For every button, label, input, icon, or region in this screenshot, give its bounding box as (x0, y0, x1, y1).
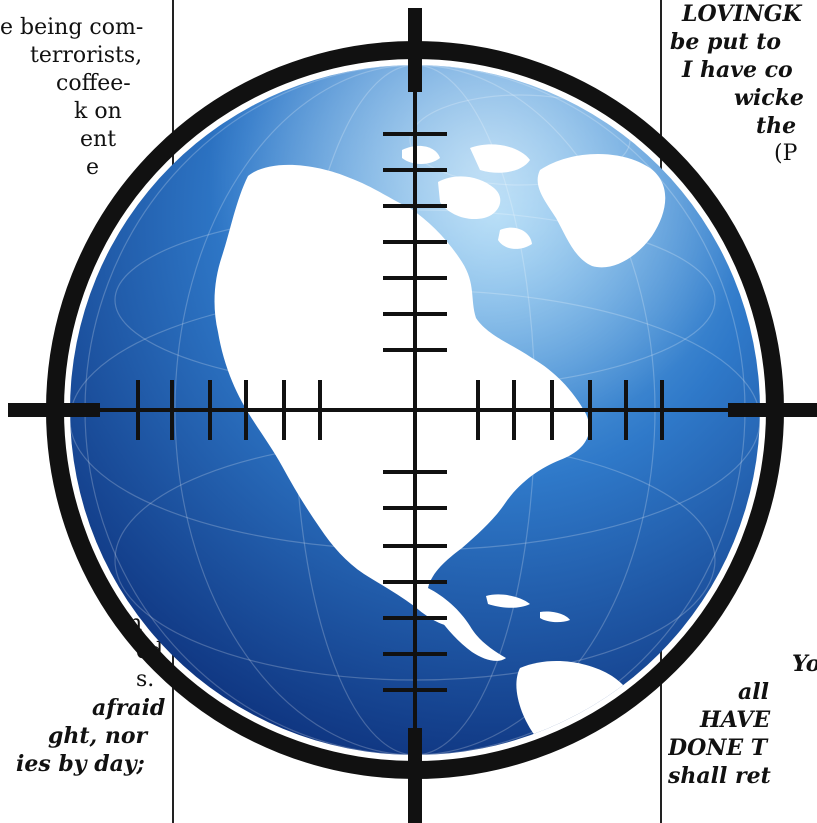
italic-text-line: be put to (670, 29, 782, 55)
italic-text-line: Yo (792, 651, 817, 677)
italic-text-line: shall ret (668, 763, 771, 789)
italic-text-line: HAVE (700, 707, 771, 733)
italic-text-line: LOVINGK (682, 1, 802, 27)
italic-text-line: ght, nor (48, 723, 148, 749)
italic-text-line: DONE T (668, 735, 768, 761)
crosshair-ticks (136, 132, 664, 692)
italic-text-line: wicke (734, 85, 804, 111)
text-line: coffee- (56, 71, 131, 96)
italic-text-line: I have co (682, 57, 793, 83)
italic-text-line: afraid (92, 695, 166, 721)
italic-text-line: ies by day; (16, 751, 145, 777)
text-line: ent (80, 127, 117, 152)
text-line: (P (774, 141, 798, 166)
right-column-bottom-text: Yo all HAVE DONE T shall ret (668, 650, 817, 790)
text-line: terrorists, (30, 43, 143, 68)
right-column-top-text: LOVINGK be put to I have co wicke the (P (668, 0, 817, 168)
text-line: e (86, 155, 100, 180)
text-line: k on (74, 99, 122, 124)
left-column-top-text: e being com- terrorists, coffee- k on en… (0, 14, 168, 182)
text-line: e being com- (0, 15, 144, 40)
reticle-posts (8, 8, 817, 823)
italic-text-line: the (756, 113, 797, 139)
text-line: s. (136, 667, 155, 692)
italic-text-line: all (738, 679, 769, 705)
